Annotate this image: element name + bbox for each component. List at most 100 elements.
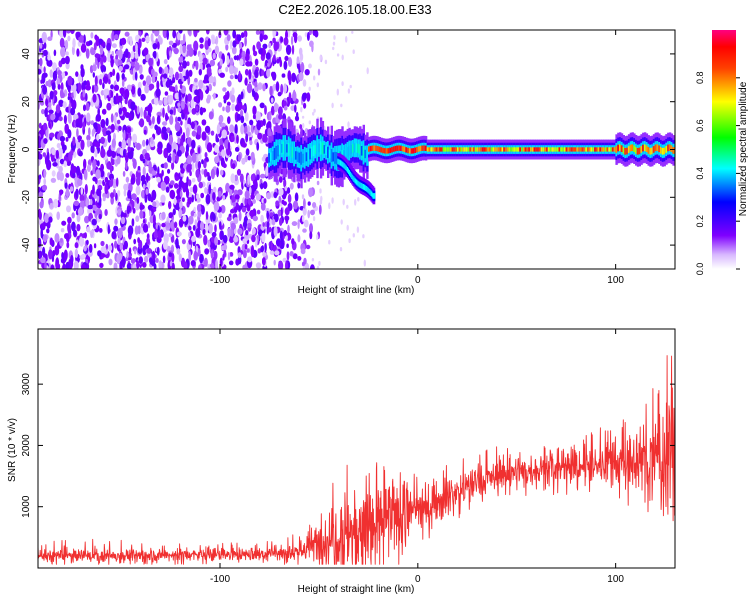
noise-cell (197, 264, 203, 269)
noise-cell (64, 233, 69, 240)
noise-cell (75, 188, 79, 199)
noise-cell (63, 249, 68, 261)
noise-cell (59, 30, 64, 38)
noise-cell (266, 210, 270, 220)
noise-cell (237, 252, 242, 258)
noise-cell (129, 36, 133, 47)
noise-cell (219, 72, 225, 78)
noise-cell (130, 50, 135, 60)
noise-cell (191, 139, 196, 149)
noise-cell (143, 129, 147, 135)
noise-cell (262, 181, 268, 190)
noise-cell (113, 95, 116, 103)
signal-cell (312, 145, 316, 157)
noise-cell (221, 149, 226, 157)
noise-cell (160, 181, 166, 191)
signal-cell (569, 147, 572, 152)
signal-cell (651, 147, 654, 155)
noise-cell (280, 83, 284, 95)
noise-cell (158, 260, 163, 269)
noise-cell (85, 197, 90, 208)
noise-cell (240, 91, 244, 100)
x-tick-label: 0 (415, 275, 421, 286)
noise-cell (123, 189, 127, 197)
noise-cell (319, 188, 322, 194)
noise-cell (151, 75, 156, 84)
noise-cell (233, 66, 237, 78)
noise-cell (354, 198, 357, 206)
noise-cell (298, 71, 304, 82)
noise-cell (148, 103, 153, 114)
x-tick-label: 100 (607, 574, 624, 585)
signal-cell (654, 144, 657, 152)
noise-cell (229, 40, 233, 50)
noise-cell (264, 60, 268, 67)
noise-cell (41, 109, 45, 115)
noise-cell (130, 101, 136, 111)
noise-cell (42, 234, 48, 243)
signal-cell (506, 147, 510, 152)
noise-cell (42, 85, 48, 95)
noise-cell (285, 234, 288, 241)
signal-cell (314, 144, 317, 154)
noise-cell (155, 258, 159, 263)
noise-cell (165, 186, 170, 193)
noise-cell (306, 31, 310, 41)
signal-cell (334, 151, 337, 164)
noise-cell (50, 113, 55, 121)
noise-cell (212, 213, 216, 222)
noise-cell (42, 72, 48, 78)
noise-cell (56, 263, 61, 269)
signal-cell (302, 153, 305, 163)
signal-cell (514, 147, 517, 152)
noise-cell (83, 232, 87, 239)
noise-cell (318, 260, 321, 266)
noise-cell (214, 45, 220, 55)
signal-cell (590, 147, 593, 152)
noise-cell (38, 122, 42, 129)
noise-cell (331, 102, 334, 109)
noise-cell (161, 222, 166, 228)
noise-cell (202, 85, 207, 91)
signal-cell (465, 147, 469, 152)
noise-cell (221, 230, 224, 240)
x-tick-label: -100 (210, 574, 230, 585)
noise-cell (39, 42, 43, 49)
noise-cell (126, 262, 132, 269)
noise-cell (80, 43, 87, 53)
noise-cell (162, 107, 165, 118)
noise-cell (225, 66, 229, 73)
signal-cell (412, 148, 415, 154)
noise-cell (171, 262, 175, 269)
signal-cell (624, 148, 627, 155)
noise-cell (300, 62, 305, 73)
noise-cell (173, 183, 179, 189)
noise-cell (182, 132, 186, 143)
noise-cell (180, 100, 185, 110)
y-tick-label: -20 (21, 190, 32, 205)
noise-cell (191, 235, 197, 242)
noise-cell (250, 184, 255, 196)
noise-cell (252, 179, 257, 185)
noise-cell (58, 99, 64, 108)
noise-cell (222, 87, 227, 92)
signal-cell (494, 147, 497, 152)
noise-cell (126, 84, 132, 91)
noise-cell (134, 52, 139, 59)
noise-cell (173, 221, 178, 229)
noise-cell (214, 156, 220, 164)
noise-cell (167, 155, 172, 163)
signal-cell (448, 147, 451, 152)
noise-cell (106, 149, 113, 157)
noise-cell (226, 101, 231, 107)
noise-cell (92, 64, 97, 72)
noise-cell (362, 234, 365, 239)
noise-cell (223, 94, 229, 101)
noise-cell (109, 173, 114, 181)
noise-cell (144, 84, 150, 94)
noise-cell (112, 68, 116, 77)
noise-cell (188, 69, 193, 77)
noise-cell (42, 122, 48, 131)
noise-cell (145, 75, 152, 86)
noise-cell (267, 127, 272, 138)
